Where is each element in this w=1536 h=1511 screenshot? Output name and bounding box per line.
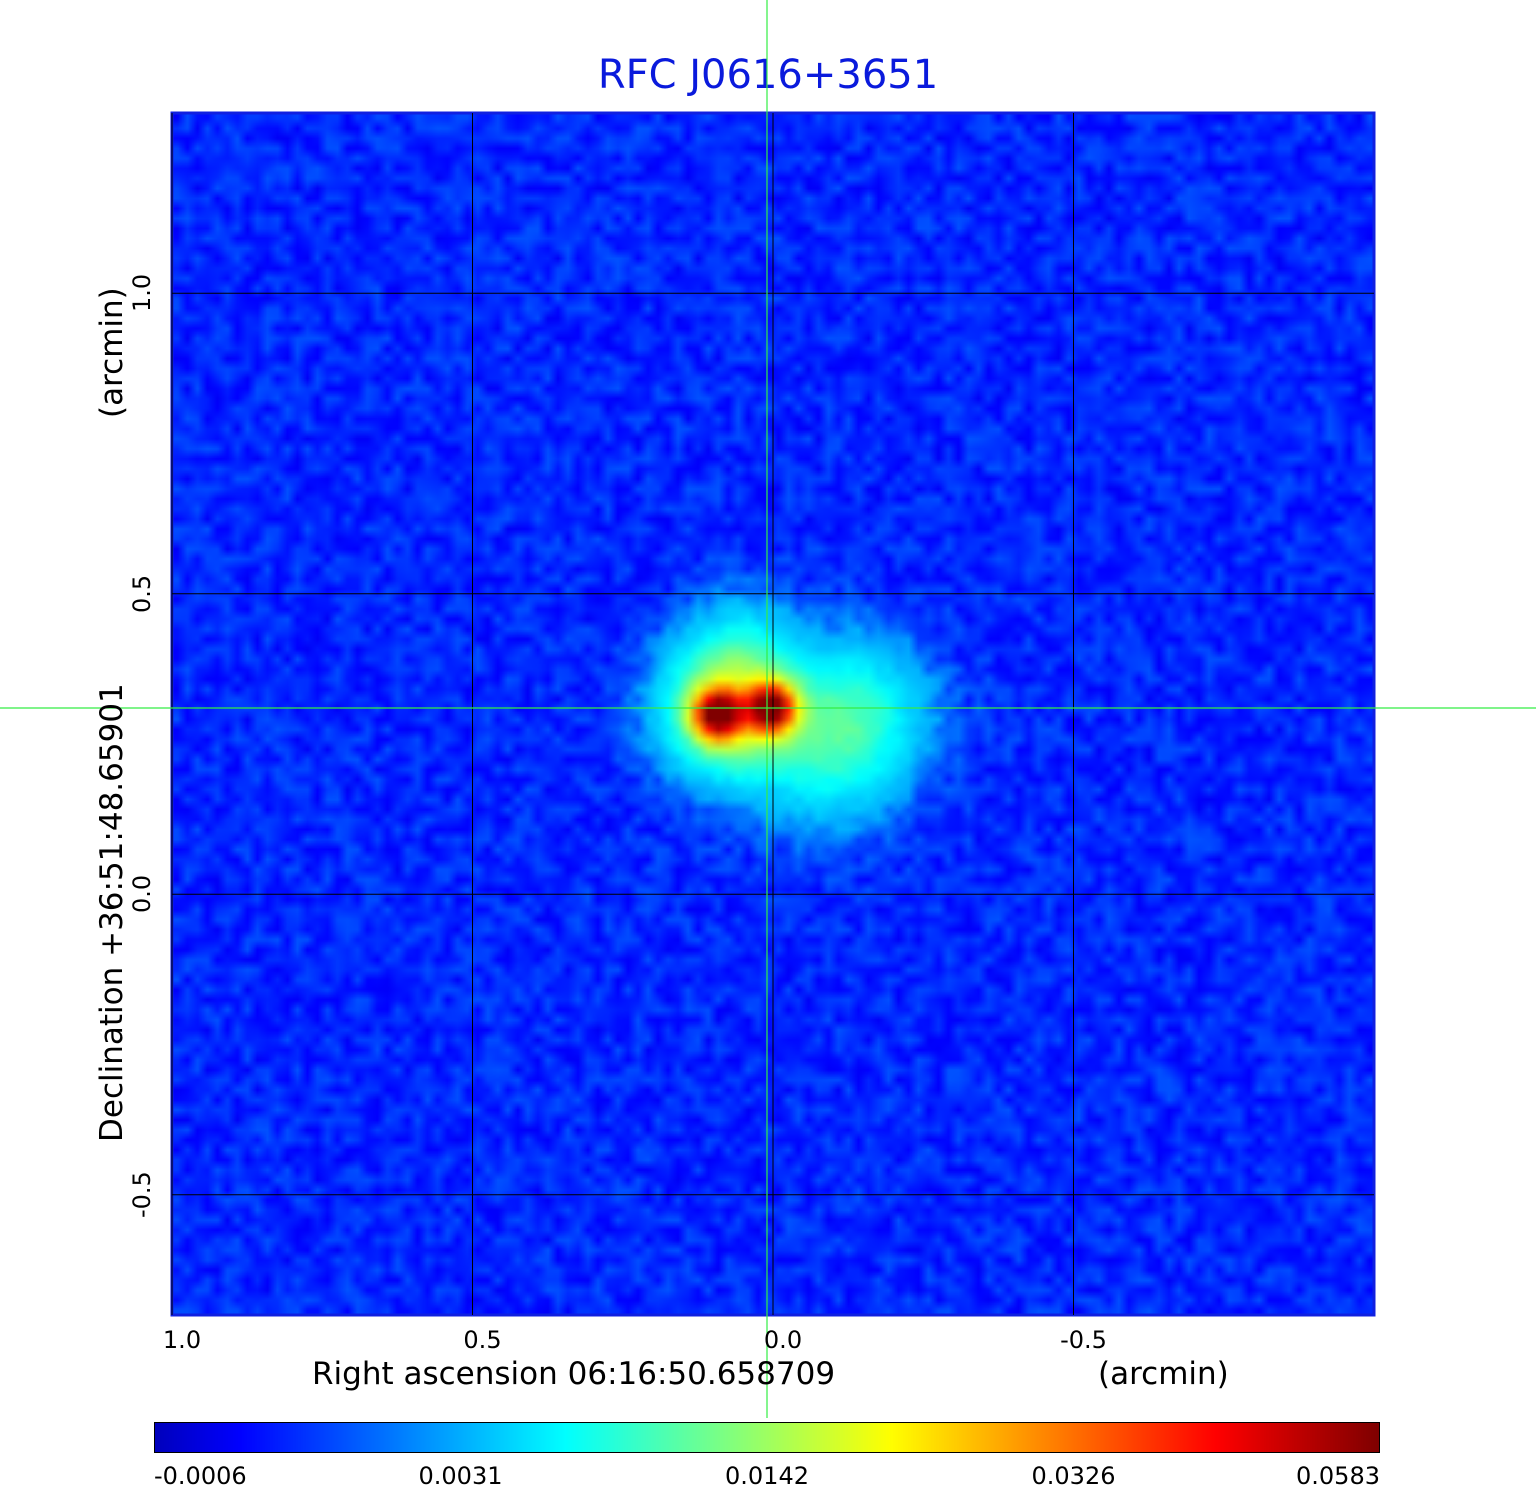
- colorbar-tick-label: -0.0006: [154, 1462, 247, 1490]
- x-axis-label: Right ascension 06:16:50.658709: [312, 1356, 836, 1392]
- colorbar-tick-label: 0.0326: [1031, 1462, 1116, 1490]
- chart-title: RFC J0616+3651: [597, 52, 939, 98]
- x-tick-label: 0.5: [463, 1326, 502, 1354]
- y-tick-label: 0.5: [128, 574, 156, 613]
- y-axis-unit-label: (arcmin): [94, 287, 130, 418]
- y-tick-label: 1.0: [128, 274, 156, 313]
- x-axis-unit-label: (arcmin): [1098, 1356, 1229, 1392]
- x-tick-label: -0.5: [1060, 1326, 1107, 1354]
- x-tick-label: 0.0: [763, 1326, 803, 1354]
- colorbar-tick-label: 0.0142: [725, 1462, 809, 1490]
- colorbar-tick-label: 0.0031: [418, 1462, 503, 1490]
- y-tick-label: 0.0: [128, 875, 156, 914]
- colorbar: [154, 1422, 1380, 1453]
- x-tick-label: 1.0: [162, 1326, 202, 1354]
- y-tick-label: -0.5: [128, 1171, 156, 1219]
- colorbar-tick-label: 0.0583: [1296, 1462, 1380, 1490]
- y-axis-label: Declination +36:51:48.65901: [94, 683, 130, 1142]
